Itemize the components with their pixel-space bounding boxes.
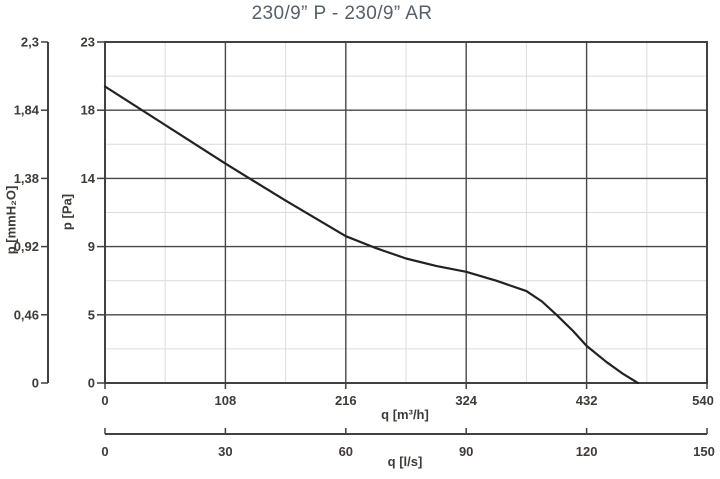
y-axis-secondary-tick-label: 2,3 [21, 35, 39, 50]
y-axis-primary-label: p [Pa] [59, 193, 75, 231]
y-axis-primary-tick-label: 0 [88, 376, 95, 391]
y-axis-secondary-label: p [mmH₂O] [3, 185, 19, 255]
y-axis-secondary-tick-label: 0,46 [14, 307, 39, 322]
y-axis-primary-tick-label: 18 [81, 103, 95, 118]
y-axis-secondary-tick-label: 1,84 [14, 103, 40, 118]
x-axis-primary-tick-label: 0 [101, 393, 108, 408]
x-axis-primary-tick-label: 108 [215, 393, 237, 408]
x-axis-secondary-label: q [l/s] [387, 454, 423, 469]
x-axis-secondary-tick-label: 120 [576, 444, 598, 459]
x-axis-secondary-tick-label: 0 [101, 444, 108, 459]
y-axis-secondary-tick-label: 1,38 [14, 171, 39, 186]
x-axis-secondary-tick-label: 30 [218, 444, 232, 459]
x-axis-primary-tick-label: 432 [576, 393, 598, 408]
x-axis-primary-tick-label: 216 [335, 393, 357, 408]
performance-curve [103, 85, 639, 385]
x-axis-primary-label: q [m³/h] [381, 407, 429, 422]
x-axis-primary-tick-label: 324 [455, 393, 477, 408]
y-axis-primary-tick-label: 23 [81, 35, 95, 50]
y-axis-primary-tick-label: 14 [81, 171, 96, 186]
x-axis-secondary-tick-label: 60 [339, 444, 353, 459]
y-axis-secondary-tick-label: 0,92 [14, 239, 39, 254]
y-axis-secondary-tick-label: 0 [32, 376, 39, 391]
y-axis-primary-tick-label: 9 [88, 239, 95, 254]
x-axis-secondary-tick-label: 150 [693, 444, 715, 459]
x-axis-primary-tick-label: 540 [692, 393, 714, 408]
plot-border [104, 41, 708, 384]
y-axis-primary-tick-label: 5 [88, 307, 95, 322]
chart-title: 230/9” P - 230/9” AR [251, 3, 433, 24]
x-axis-secondary-tick-label: 90 [459, 444, 473, 459]
